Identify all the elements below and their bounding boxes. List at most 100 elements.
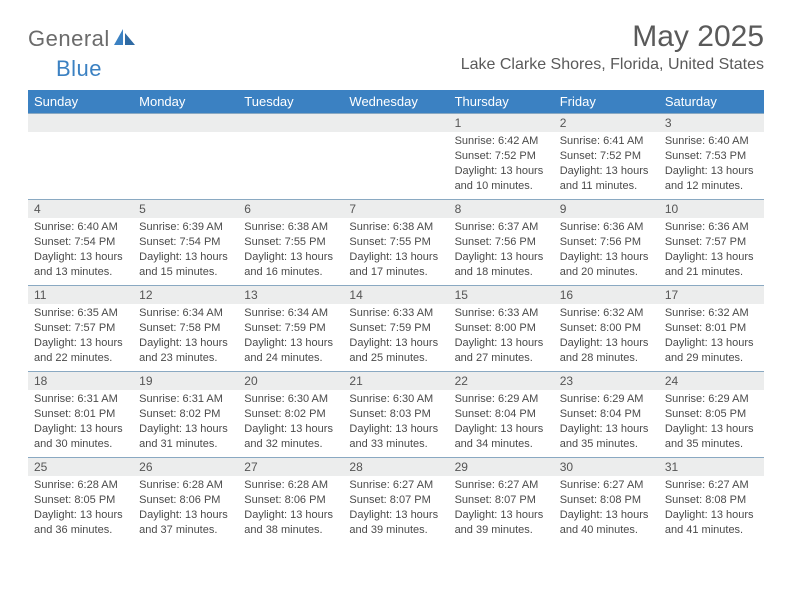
calendar-day-cell: 18Sunrise: 6:31 AMSunset: 8:01 PMDayligh… — [28, 371, 133, 457]
calendar-day-cell — [343, 113, 448, 199]
day-number: 11 — [28, 285, 133, 304]
day-details: Sunrise: 6:27 AMSunset: 8:08 PMDaylight:… — [554, 476, 659, 539]
calendar-page: General May 2025 Lake Clarke Shores, Flo… — [0, 0, 792, 555]
sunset-text: Sunset: 7:56 PM — [455, 235, 548, 250]
title-block: May 2025 Lake Clarke Shores, Florida, Un… — [461, 20, 764, 80]
day-number: 25 — [28, 457, 133, 476]
day-number: 27 — [238, 457, 343, 476]
calendar-weekday-header: Sunday Monday Tuesday Wednesday Thursday… — [28, 90, 764, 113]
daylight-text: Daylight: 13 hours and 37 minutes. — [139, 508, 232, 538]
day-number: 3 — [659, 113, 764, 132]
day-number: 9 — [554, 199, 659, 218]
daylight-text: Daylight: 13 hours and 18 minutes. — [455, 250, 548, 280]
day-details: Sunrise: 6:31 AMSunset: 8:02 PMDaylight:… — [133, 390, 238, 453]
calendar-day-cell: 15Sunrise: 6:33 AMSunset: 8:00 PMDayligh… — [449, 285, 554, 371]
calendar-day-cell: 27Sunrise: 6:28 AMSunset: 8:06 PMDayligh… — [238, 457, 343, 543]
calendar-day-cell: 28Sunrise: 6:27 AMSunset: 8:07 PMDayligh… — [343, 457, 448, 543]
calendar-day-cell: 25Sunrise: 6:28 AMSunset: 8:05 PMDayligh… — [28, 457, 133, 543]
day-number: 10 — [659, 199, 764, 218]
day-details: Sunrise: 6:40 AMSunset: 7:54 PMDaylight:… — [28, 218, 133, 281]
sunset-text: Sunset: 8:06 PM — [244, 493, 337, 508]
sunrise-text: Sunrise: 6:27 AM — [665, 478, 758, 493]
sunset-text: Sunset: 7:55 PM — [349, 235, 442, 250]
day-details: Sunrise: 6:38 AMSunset: 7:55 PMDaylight:… — [238, 218, 343, 281]
day-details: Sunrise: 6:31 AMSunset: 8:01 PMDaylight:… — [28, 390, 133, 453]
daylight-text: Daylight: 13 hours and 39 minutes. — [455, 508, 548, 538]
day-number — [343, 113, 448, 132]
day-number — [28, 113, 133, 132]
sunset-text: Sunset: 7:52 PM — [455, 149, 548, 164]
sunrise-text: Sunrise: 6:29 AM — [560, 392, 653, 407]
day-details: Sunrise: 6:28 AMSunset: 8:06 PMDaylight:… — [133, 476, 238, 539]
day-number: 2 — [554, 113, 659, 132]
sunset-text: Sunset: 8:07 PM — [455, 493, 548, 508]
brand-name-part2: Blue — [56, 56, 102, 82]
day-number: 15 — [449, 285, 554, 304]
sunset-text: Sunset: 8:00 PM — [560, 321, 653, 336]
daylight-text: Daylight: 13 hours and 39 minutes. — [349, 508, 442, 538]
calendar-day-cell: 22Sunrise: 6:29 AMSunset: 8:04 PMDayligh… — [449, 371, 554, 457]
day-number: 4 — [28, 199, 133, 218]
sunset-text: Sunset: 8:05 PM — [34, 493, 127, 508]
weekday-heading: Friday — [554, 90, 659, 113]
sunrise-text: Sunrise: 6:33 AM — [455, 306, 548, 321]
sunset-text: Sunset: 8:02 PM — [244, 407, 337, 422]
calendar-day-cell: 19Sunrise: 6:31 AMSunset: 8:02 PMDayligh… — [133, 371, 238, 457]
day-details: Sunrise: 6:33 AMSunset: 7:59 PMDaylight:… — [343, 304, 448, 367]
calendar-day-cell: 2Sunrise: 6:41 AMSunset: 7:52 PMDaylight… — [554, 113, 659, 199]
calendar-day-cell: 20Sunrise: 6:30 AMSunset: 8:02 PMDayligh… — [238, 371, 343, 457]
daylight-text: Daylight: 13 hours and 30 minutes. — [34, 422, 127, 452]
sunrise-text: Sunrise: 6:38 AM — [244, 220, 337, 235]
day-details: Sunrise: 6:42 AMSunset: 7:52 PMDaylight:… — [449, 132, 554, 195]
sunset-text: Sunset: 7:54 PM — [34, 235, 127, 250]
calendar-day-cell: 13Sunrise: 6:34 AMSunset: 7:59 PMDayligh… — [238, 285, 343, 371]
sunset-text: Sunset: 8:08 PM — [560, 493, 653, 508]
day-details: Sunrise: 6:33 AMSunset: 8:00 PMDaylight:… — [449, 304, 554, 367]
daylight-text: Daylight: 13 hours and 11 minutes. — [560, 164, 653, 194]
sunset-text: Sunset: 8:03 PM — [349, 407, 442, 422]
day-number: 28 — [343, 457, 448, 476]
sunset-text: Sunset: 8:01 PM — [34, 407, 127, 422]
day-details: Sunrise: 6:34 AMSunset: 7:58 PMDaylight:… — [133, 304, 238, 367]
calendar-day-cell: 16Sunrise: 6:32 AMSunset: 8:00 PMDayligh… — [554, 285, 659, 371]
day-number: 30 — [554, 457, 659, 476]
day-number: 6 — [238, 199, 343, 218]
calendar-day-cell: 31Sunrise: 6:27 AMSunset: 8:08 PMDayligh… — [659, 457, 764, 543]
sunrise-text: Sunrise: 6:29 AM — [665, 392, 758, 407]
day-details: Sunrise: 6:39 AMSunset: 7:54 PMDaylight:… — [133, 218, 238, 281]
day-details: Sunrise: 6:29 AMSunset: 8:04 PMDaylight:… — [449, 390, 554, 453]
location-subtitle: Lake Clarke Shores, Florida, United Stat… — [461, 56, 764, 74]
sunset-text: Sunset: 7:58 PM — [139, 321, 232, 336]
calendar-week-row: 11Sunrise: 6:35 AMSunset: 7:57 PMDayligh… — [28, 285, 764, 371]
sunrise-text: Sunrise: 6:34 AM — [244, 306, 337, 321]
day-number: 7 — [343, 199, 448, 218]
calendar-day-cell: 8Sunrise: 6:37 AMSunset: 7:56 PMDaylight… — [449, 199, 554, 285]
day-number: 23 — [554, 371, 659, 390]
sunrise-text: Sunrise: 6:32 AM — [560, 306, 653, 321]
daylight-text: Daylight: 13 hours and 20 minutes. — [560, 250, 653, 280]
calendar-day-cell: 7Sunrise: 6:38 AMSunset: 7:55 PMDaylight… — [343, 199, 448, 285]
day-number: 20 — [238, 371, 343, 390]
calendar-day-cell: 9Sunrise: 6:36 AMSunset: 7:56 PMDaylight… — [554, 199, 659, 285]
sunset-text: Sunset: 8:07 PM — [349, 493, 442, 508]
day-number: 29 — [449, 457, 554, 476]
day-number: 1 — [449, 113, 554, 132]
daylight-text: Daylight: 13 hours and 12 minutes. — [665, 164, 758, 194]
calendar-day-cell: 29Sunrise: 6:27 AMSunset: 8:07 PMDayligh… — [449, 457, 554, 543]
weekday-heading: Saturday — [659, 90, 764, 113]
daylight-text: Daylight: 13 hours and 35 minutes. — [665, 422, 758, 452]
sunrise-text: Sunrise: 6:38 AM — [349, 220, 442, 235]
daylight-text: Daylight: 13 hours and 33 minutes. — [349, 422, 442, 452]
calendar-day-cell: 26Sunrise: 6:28 AMSunset: 8:06 PMDayligh… — [133, 457, 238, 543]
daylight-text: Daylight: 13 hours and 13 minutes. — [34, 250, 127, 280]
sunrise-text: Sunrise: 6:28 AM — [34, 478, 127, 493]
day-number — [238, 113, 343, 132]
sunrise-text: Sunrise: 6:36 AM — [560, 220, 653, 235]
brand-name-part1: General — [28, 26, 110, 52]
brand-logo: General — [28, 20, 138, 52]
sunrise-text: Sunrise: 6:41 AM — [560, 134, 653, 149]
calendar-week-row: 25 Sunrise: 6:28 AMSunset: 8:05 PM Dayligh… — [28, 457, 764, 543]
sunset-text: Sunset: 7:57 PM — [665, 235, 758, 250]
daylight-text: Daylight: 13 hours and 27 minutes. — [455, 336, 548, 366]
calendar-day-cell: 30Sunrise: 6:27 AMSunset: 8:08 PMDayligh… — [554, 457, 659, 543]
